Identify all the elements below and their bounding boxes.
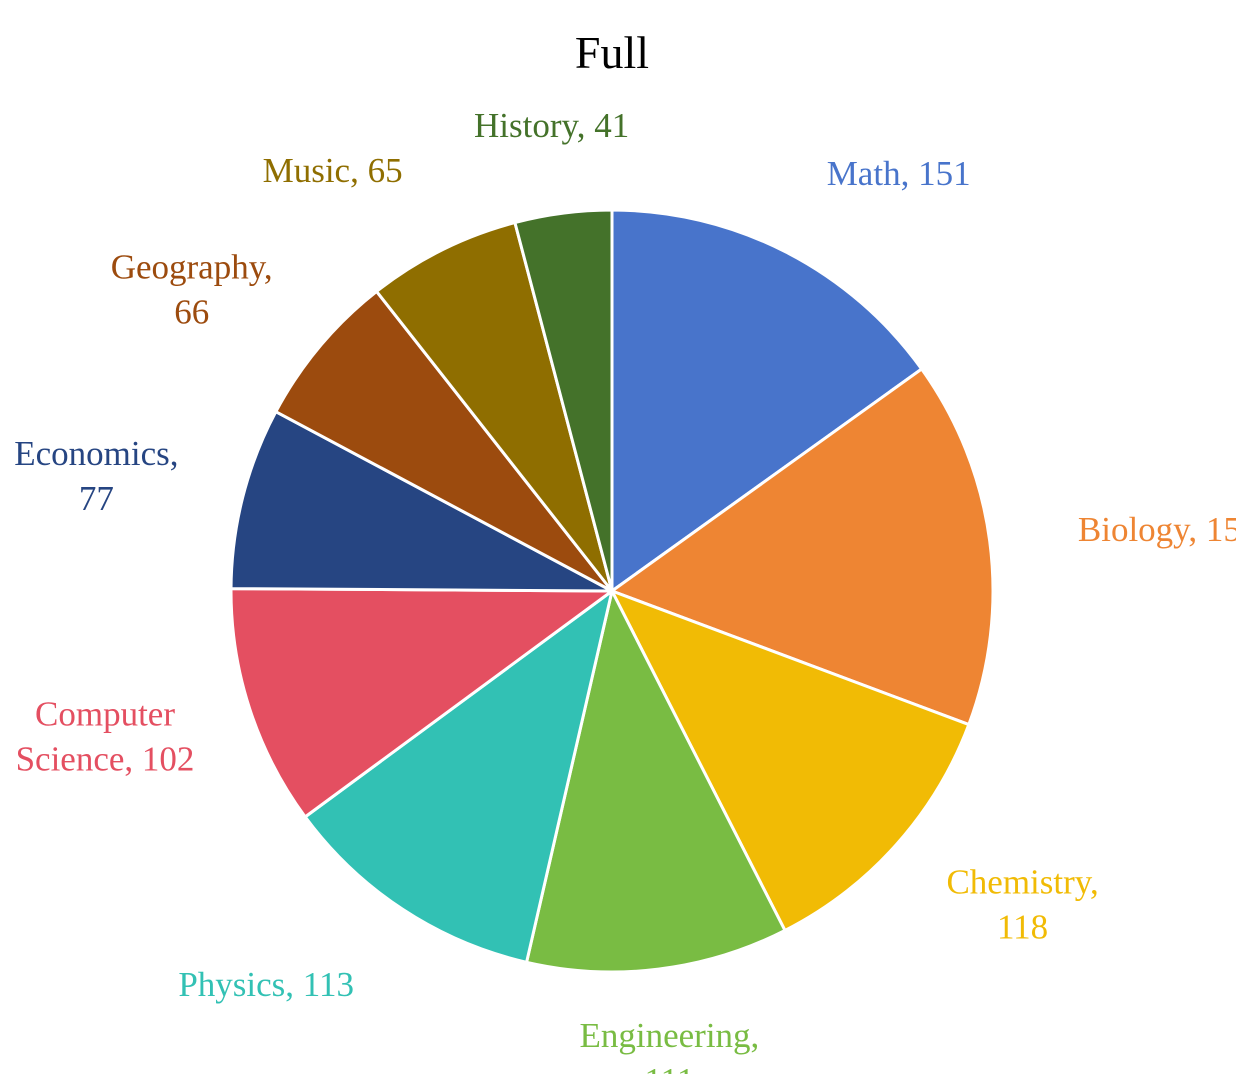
pie-slices	[229, 208, 995, 974]
data-label-line: Computer	[35, 695, 175, 734]
data-label-line: 77	[79, 479, 114, 518]
data-label-line: Economics,	[14, 434, 178, 473]
data-label-chemistry: Chemistry, 118	[946, 863, 1098, 947]
data-label-biology: Biology, 156	[1078, 510, 1236, 549]
data-label-physics: Physics, 113	[178, 965, 354, 1004]
data-label-history: History, 41	[474, 106, 629, 145]
pie-slice-geography	[274, 289, 614, 593]
data-label-engineering: Engineering, 111	[579, 1016, 759, 1074]
data-label-math: Math, 151	[827, 154, 971, 193]
data-label-line: Chemistry,	[946, 863, 1098, 902]
data-label-line: 111	[644, 1061, 694, 1074]
data-label-line: Science, 102	[16, 740, 195, 779]
pie-slice-history	[513, 208, 614, 593]
data-label-line: 66	[174, 293, 209, 332]
data-label-line: Engineering,	[579, 1016, 759, 1055]
data-label-line: 118	[997, 908, 1048, 947]
data-label-computer-science: Computer Science, 102	[16, 695, 195, 779]
data-label-line: Music, 65	[263, 151, 403, 190]
pie-slice-biology	[610, 367, 995, 727]
data-label-economics: Economics, 77	[14, 434, 178, 518]
data-label-line: Physics, 113	[178, 965, 354, 1004]
pie-labels: Math, 151 Biology, 156 Chemistry, 118 Engine…	[14, 106, 1236, 1074]
pie-slice-computer-science	[229, 587, 614, 819]
chart-title: Full	[575, 27, 649, 78]
pie-slice-math	[610, 208, 924, 593]
pie-slice-economics	[229, 410, 614, 593]
data-label-geography: Geography, 66	[111, 248, 273, 332]
pie-slice-chemistry	[610, 589, 971, 932]
data-label-music: Music, 65	[263, 151, 403, 190]
data-label-line: History, 41	[474, 106, 629, 145]
data-label-line: Math, 151	[827, 154, 971, 193]
pie-slice-music	[375, 221, 614, 593]
data-label-line: Geography,	[111, 248, 273, 287]
data-label-line: Biology, 156	[1078, 510, 1236, 549]
pie-slice-physics	[303, 589, 614, 964]
